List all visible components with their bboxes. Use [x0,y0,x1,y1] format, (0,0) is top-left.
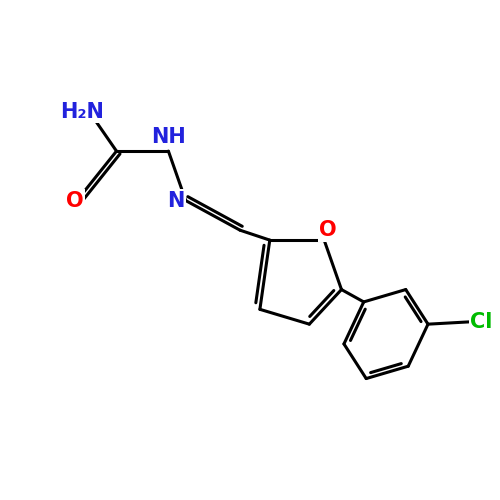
Text: N: N [167,190,184,210]
Text: NH: NH [151,128,186,148]
Text: O: O [66,190,84,210]
Text: H₂N: H₂N [60,102,104,121]
Text: Cl: Cl [470,312,492,332]
Text: O: O [320,220,337,240]
